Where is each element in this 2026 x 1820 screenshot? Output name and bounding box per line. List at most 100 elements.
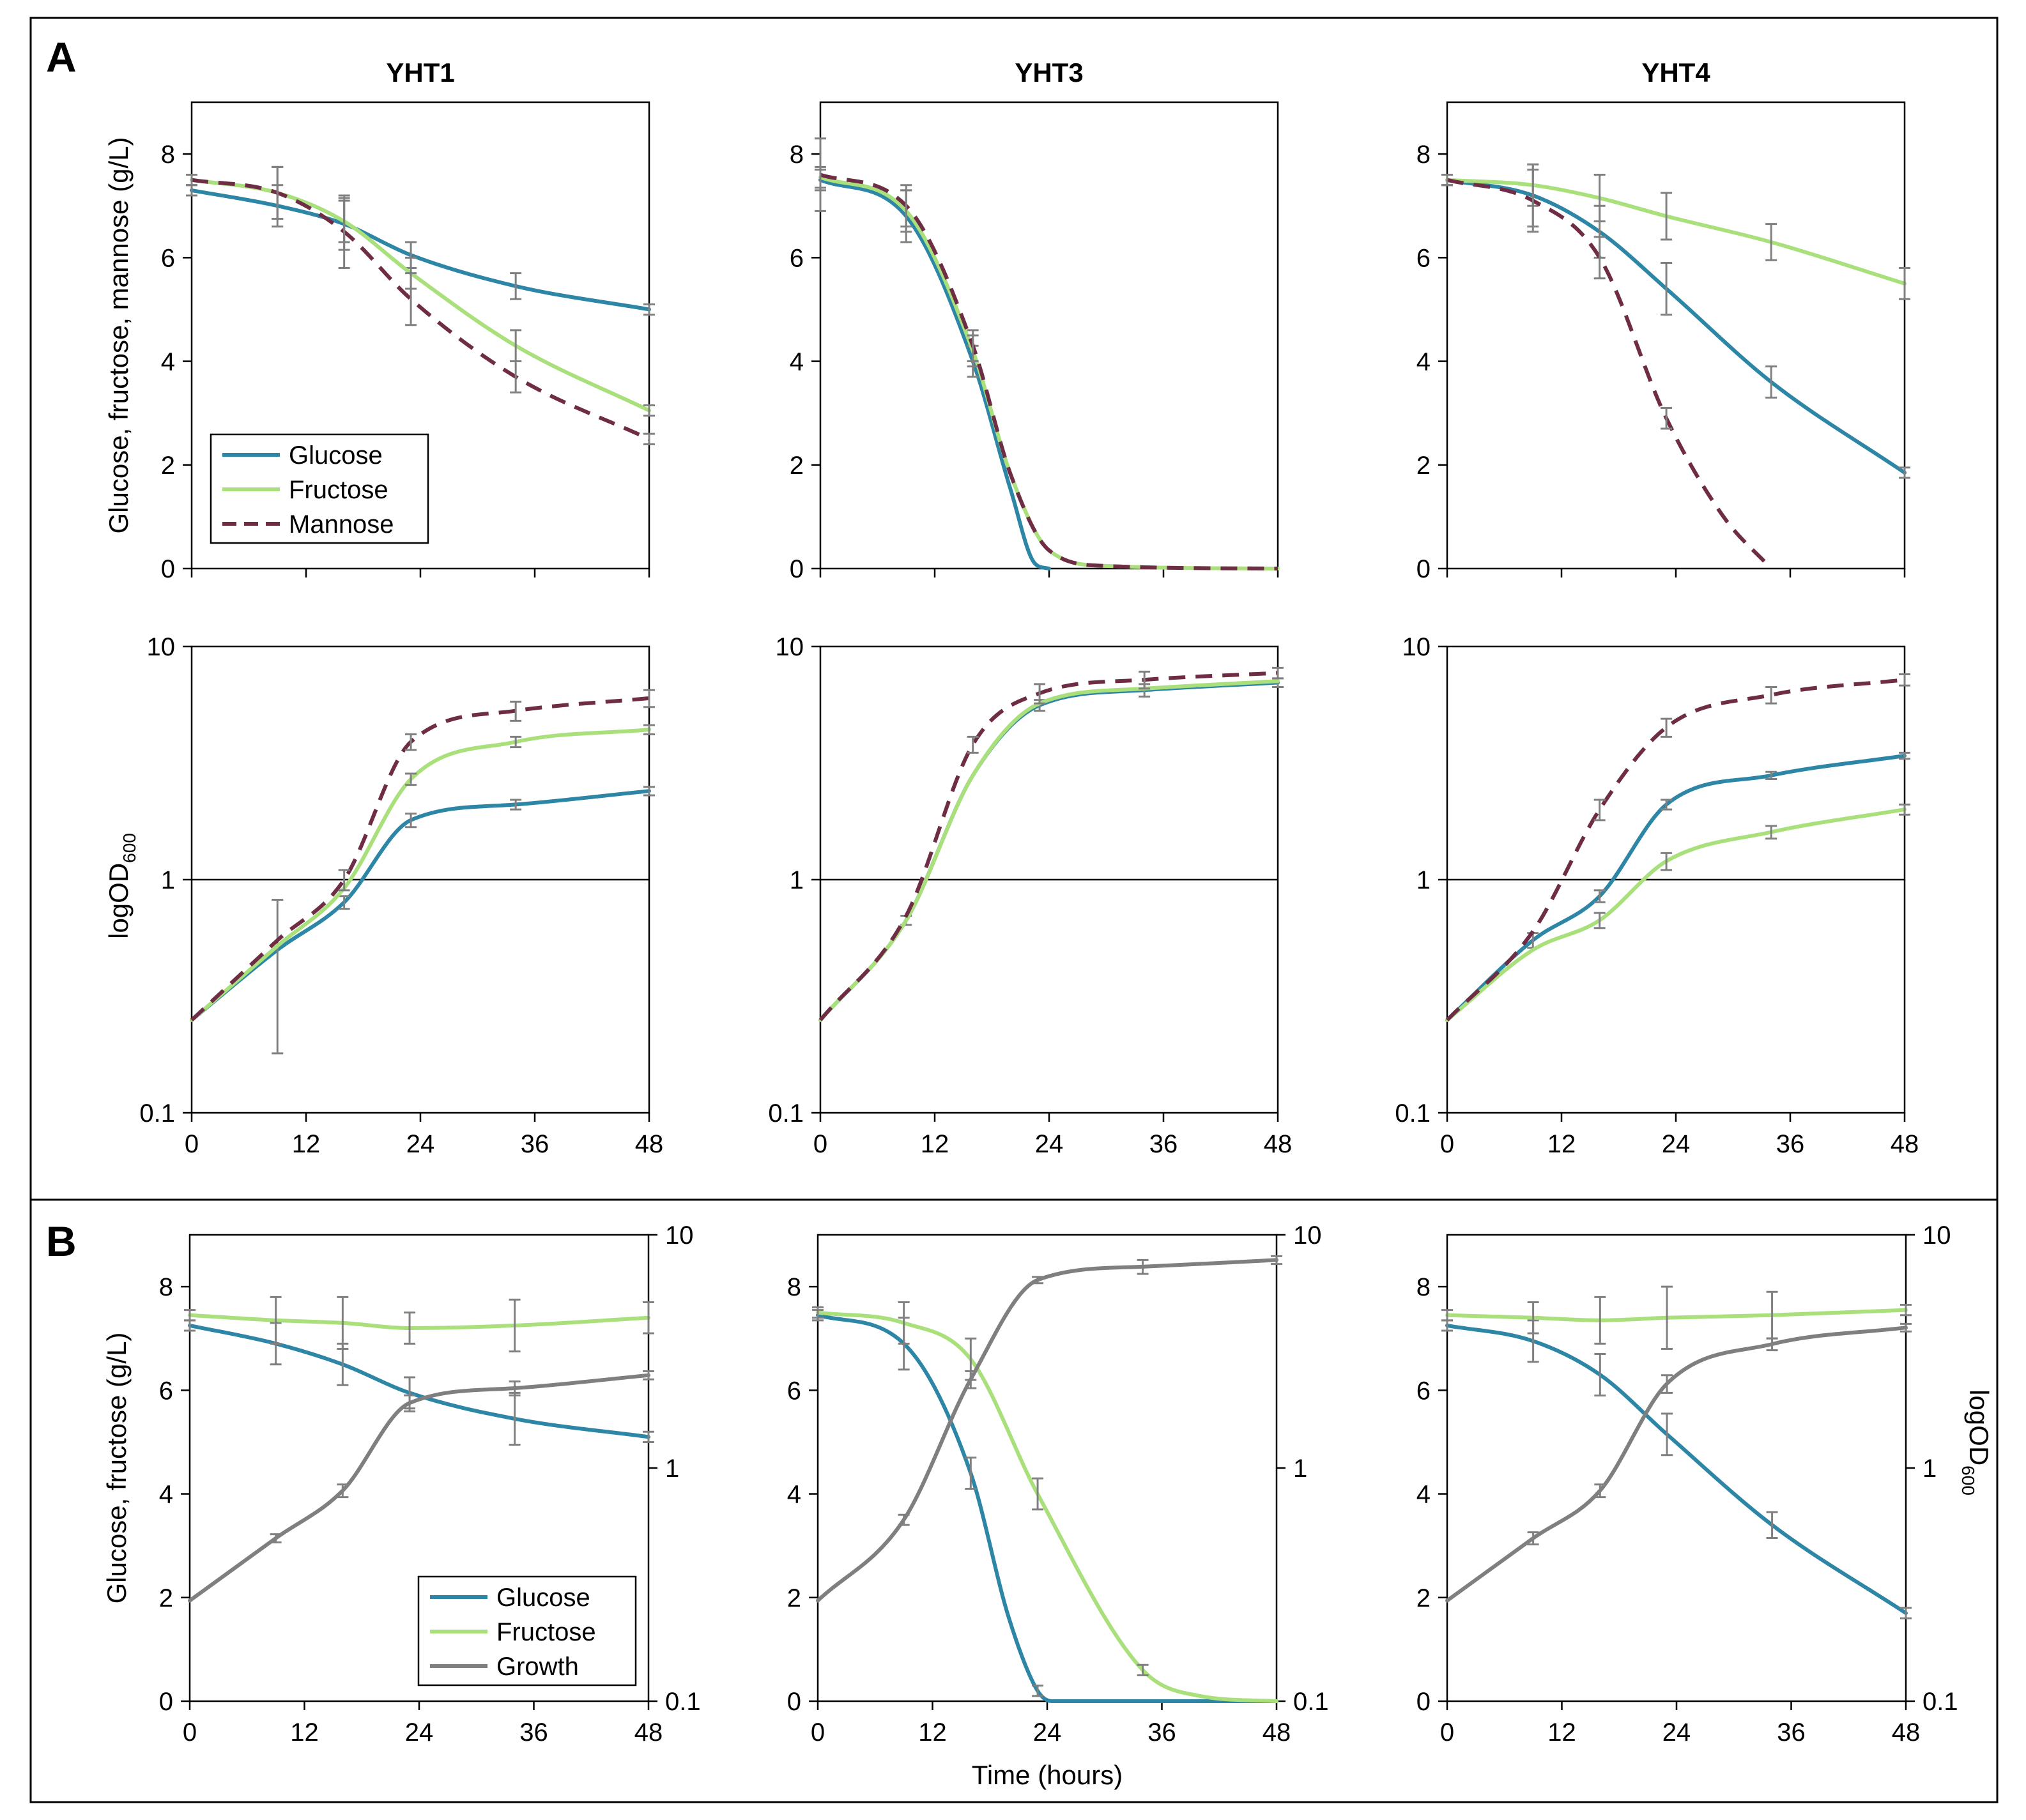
y-axis-label-text: Glucose, fructose, mannose (g/L) (104, 137, 134, 534)
x-tick-label: 0 (813, 1130, 827, 1158)
series-line-fructose (188, 1313, 650, 1330)
x-tick-label: 48 (635, 1130, 664, 1158)
y-tick-label: 8 (787, 1273, 801, 1301)
series-line-fructose (1445, 1308, 1908, 1322)
y-tick-label: 6 (1416, 1377, 1431, 1405)
chart-A-sugar-YHT3: 0 2 4 6 8 YHT3 (790, 57, 1280, 583)
series-line-fructose (190, 178, 651, 413)
x-tick-label: 12 (290, 1718, 319, 1747)
x-tick-label: 48 (1892, 1718, 1921, 1747)
y2-tick-label: 1 (1922, 1455, 1937, 1483)
y-tick-label: 4 (787, 1481, 801, 1509)
legend-label-fructose: Fructose (496, 1618, 596, 1646)
y-tick-label: 8 (1416, 1273, 1431, 1301)
y-tick-label: 8 (790, 141, 804, 169)
y-tick-label: 0 (1416, 1688, 1431, 1716)
y-axis-label-subscript: 600 (119, 833, 139, 863)
y-tick-label: 10 (776, 633, 804, 661)
series-line-growth (816, 1258, 1278, 1603)
series-line-growth (188, 1373, 650, 1603)
y2-axis-label-subscript: 600 (1958, 1465, 1978, 1495)
legend-label-mannose: Mannose (289, 510, 394, 539)
x-tick-label: 12 (1547, 1130, 1576, 1158)
series-line-glucose (1445, 1323, 1908, 1616)
series-line-glucose (190, 789, 651, 1022)
y2-tick-label: 0.1 (665, 1688, 701, 1716)
panel-label-b: B (46, 1218, 77, 1265)
y-tick-label: 0.1 (1395, 1099, 1431, 1128)
y-tick-label: 0 (787, 1688, 801, 1716)
x-tick-label: 36 (521, 1130, 549, 1158)
y-tick-label: 4 (790, 348, 804, 376)
chart-A-sugar-YHT4: 0 2 4 6 8 YHT4 (1416, 57, 1910, 583)
x-tick-label: 24 (1662, 1718, 1691, 1747)
chart-title: YHT1 (386, 57, 454, 88)
y2-tick-label: 0.1 (1922, 1688, 1958, 1716)
series-line-glucose (818, 680, 1280, 1022)
y-tick-label: 1 (1416, 866, 1431, 894)
x-tick-label: 24 (405, 1718, 434, 1747)
legend: Glucose Fructose Mannose (210, 433, 429, 544)
legend: Glucose Fructose Growth (417, 1575, 637, 1686)
y-tick-label: 10 (1402, 633, 1431, 661)
x-tick-label: 24 (1662, 1130, 1691, 1158)
x-tick-label: 24 (406, 1130, 435, 1158)
x-tick-label: 12 (921, 1130, 949, 1158)
series-line-glucose (188, 1323, 650, 1439)
y2-axis-label-text: logOD (1964, 1389, 1994, 1465)
x-tick-label: 12 (918, 1718, 947, 1747)
x-tick-label: 0 (183, 1718, 197, 1747)
y-tick-label: 6 (1416, 244, 1431, 272)
y-tick-label: 8 (1416, 141, 1431, 169)
y-tick-label: 8 (161, 141, 175, 169)
y2-tick-label: 0.1 (1293, 1688, 1329, 1716)
y-tick-label: 6 (790, 244, 804, 272)
chart-title: YHT4 (1641, 57, 1710, 88)
chart-A-od-YHT1: 0 12 24 36 48 0.1 1 10 logOD600 (104, 633, 663, 1158)
x-tick-label: 48 (1262, 1718, 1291, 1747)
y-tick-label: 2 (161, 452, 175, 480)
y2-tick-label: 10 (1293, 1221, 1322, 1250)
y2-tick-label: 1 (665, 1455, 679, 1483)
y-tick-label: 0 (159, 1688, 173, 1716)
series-line-mannose (818, 671, 1278, 1021)
plot-area (1446, 101, 1906, 570)
x-tick-label: 36 (1777, 1718, 1806, 1747)
series-line-glucose (1445, 178, 1907, 475)
legend-label-glucose: Glucose (496, 1584, 590, 1612)
y-tick-label: 0 (790, 555, 804, 583)
y-tick-label: 2 (1416, 452, 1431, 480)
x-tick-label: 36 (1147, 1718, 1176, 1747)
x-tick-label: 0 (1440, 1718, 1454, 1747)
legend-label-glucose: Glucose (289, 441, 383, 470)
figure-frame (29, 17, 1999, 1803)
y-tick-label: 4 (1416, 348, 1431, 376)
y-tick-label: 6 (159, 1377, 173, 1405)
x-tick-label: 36 (519, 1718, 548, 1747)
x-tick-label: 36 (1776, 1130, 1805, 1158)
series-line-glucose (818, 178, 1051, 570)
y2-tick-label: 1 (1293, 1455, 1307, 1483)
chart-A-sugar-YHT1: 0 2 4 6 8 YHT1 Glucose, fructose, mannose (g/L… (104, 57, 655, 583)
plot-area (1446, 1234, 1907, 1702)
y-tick-label: 1 (161, 866, 175, 894)
y-tick-label: 2 (790, 452, 804, 480)
y-tick-label: 1 (790, 866, 804, 894)
series-line-fructose (816, 1310, 1278, 1703)
series-line-fructose (818, 679, 1280, 1022)
x-tick-label: 24 (1035, 1130, 1064, 1158)
series-line-mannose (1445, 678, 1905, 1021)
y-tick-label: 2 (159, 1584, 173, 1612)
series-line-growth (1445, 1326, 1908, 1603)
series-line-fructose (1445, 178, 1907, 286)
x-tick-label: 12 (292, 1130, 321, 1158)
series-line-glucose (1445, 754, 1907, 1022)
x-tick-label: 48 (1264, 1130, 1293, 1158)
y-tick-label: 6 (161, 244, 175, 272)
y-axis-label: logOD600 (104, 833, 139, 939)
series-line-fructose (190, 728, 651, 1022)
plot-area (819, 101, 1279, 570)
